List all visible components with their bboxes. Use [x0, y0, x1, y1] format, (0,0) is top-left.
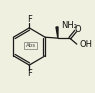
Text: Abs: Abs [26, 43, 36, 48]
Text: OH: OH [80, 40, 93, 49]
Text: NH₂: NH₂ [62, 21, 78, 30]
Text: F: F [27, 15, 32, 24]
Text: O: O [75, 25, 81, 34]
Polygon shape [56, 27, 58, 38]
Text: F: F [27, 69, 32, 78]
